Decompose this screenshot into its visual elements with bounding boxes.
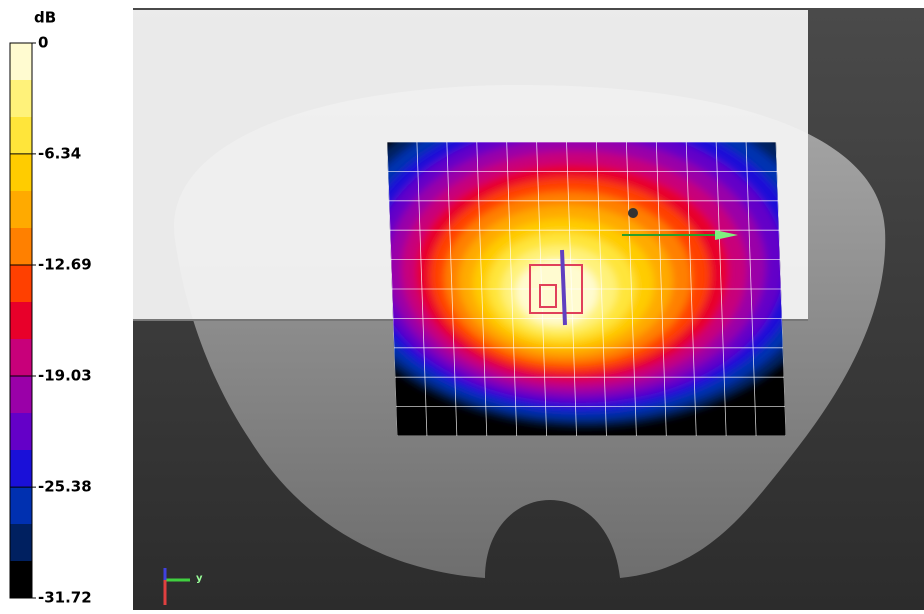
colorbar-tick-label: 0: [38, 34, 48, 52]
colorbar-band: [10, 80, 32, 118]
colorbar-tick-label: -19.03: [38, 366, 92, 384]
contour: [515, 259, 599, 325]
colorbar-band: [10, 302, 32, 340]
colorbar-band: [10, 265, 32, 303]
colorbar-tick-label: -25.38: [38, 478, 92, 496]
axes-triad: y: [163, 568, 203, 605]
colorbar-band: [10, 154, 32, 192]
colorbar-band: [10, 450, 32, 488]
axis-label: y: [196, 573, 203, 584]
scene: y: [133, 8, 924, 610]
colorbar-band: [10, 376, 32, 414]
arrow-head: [715, 230, 738, 240]
colorbar-unit: dB: [34, 9, 56, 27]
colorbar-band: [10, 524, 32, 562]
colorbar-band: [10, 191, 32, 229]
colorbar-band: [10, 413, 32, 451]
colorbar-band: [10, 228, 32, 266]
probe: [529, 249, 583, 326]
colorbar-tick-label: -31.72: [38, 589, 92, 607]
colorbar-tick-label: -12.69: [38, 256, 92, 274]
colorbar-tick-label: -6.34: [38, 144, 81, 162]
colorbar-band: [10, 487, 32, 525]
colorbar-band: [10, 561, 32, 599]
colorbar: dB 0 -6.34 -12.69 -19.03 -25.38 -31.72: [9, 9, 92, 607]
colorbar-band: [10, 43, 32, 81]
colorbar-band: [10, 339, 32, 377]
colorbar-band: [10, 117, 32, 155]
marker: [628, 208, 638, 218]
